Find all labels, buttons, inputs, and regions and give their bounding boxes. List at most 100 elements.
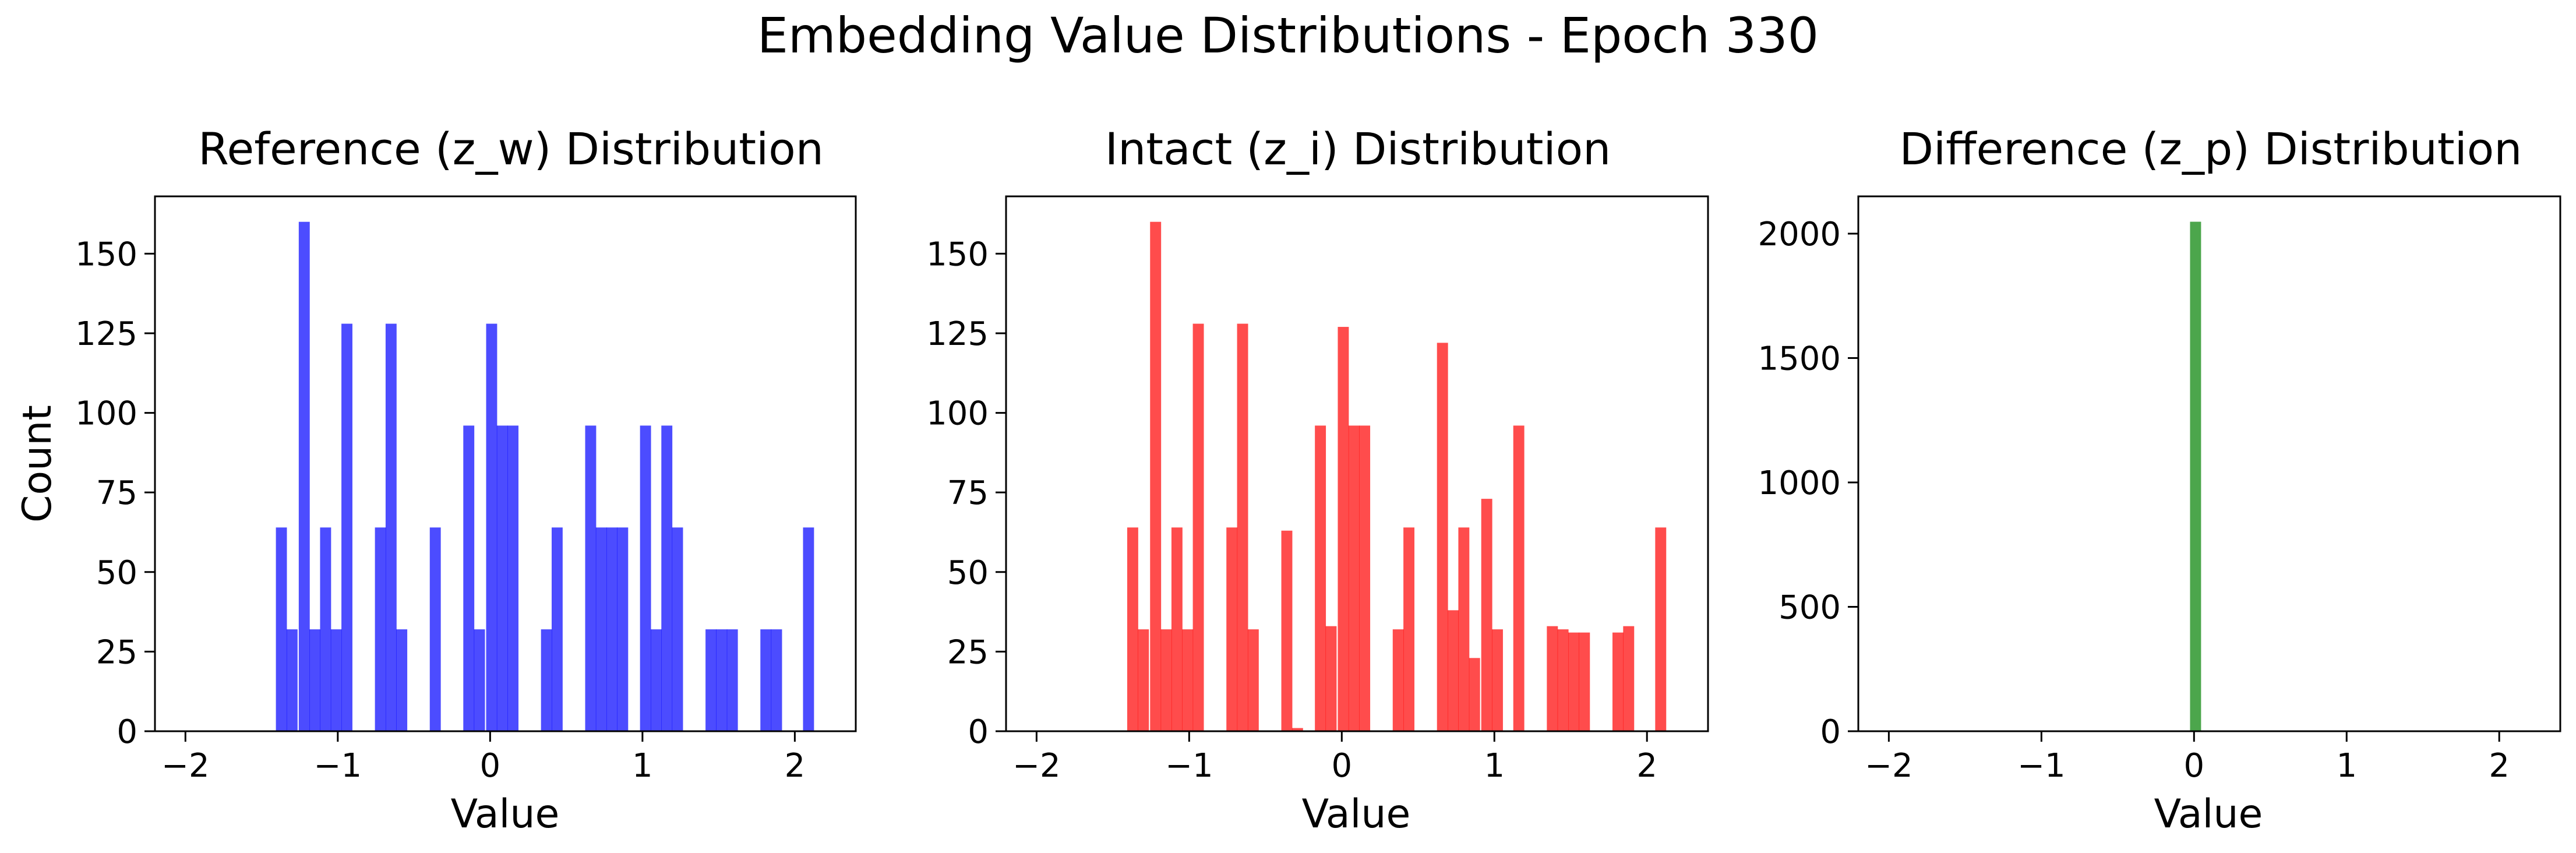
x-tick-label: −2 xyxy=(161,747,210,785)
x-tick-label: −1 xyxy=(1165,747,1213,785)
x-axis-label: Value xyxy=(2154,791,2263,837)
histogram-bar xyxy=(1359,425,1371,731)
histogram-bar xyxy=(716,629,728,731)
x-axis-label: Value xyxy=(451,791,560,837)
y-tick-label: 150 xyxy=(926,235,989,273)
histogram-bar xyxy=(617,527,629,731)
histogram-bar xyxy=(650,629,662,731)
x-axis-ticks: −2 −1 0 1 2 xyxy=(1865,731,2510,785)
histogram-bar xyxy=(2190,221,2201,731)
histogram-bar xyxy=(1192,323,1204,731)
x-tick-label: 0 xyxy=(2183,747,2204,785)
histogram-bar xyxy=(1568,632,1579,731)
y-tick-label: 0 xyxy=(1820,713,1841,751)
histogram-bar xyxy=(1612,632,1624,731)
histogram-bar xyxy=(1469,658,1480,731)
x-axis-ticks: −2 −1 0 1 2 xyxy=(161,731,805,785)
histogram-bar xyxy=(661,425,673,731)
histogram-bar xyxy=(309,629,321,731)
histogram-bar xyxy=(640,425,651,731)
histogram-bar xyxy=(726,629,738,731)
plot-frame xyxy=(1857,195,2561,732)
histogram-bar xyxy=(1458,527,1470,731)
histogram-bar xyxy=(771,629,782,731)
histogram-bar xyxy=(1281,530,1293,731)
histogram-bar xyxy=(1492,629,1503,731)
y-tick-label: 125 xyxy=(926,315,989,353)
histogram-bar xyxy=(1579,632,1590,731)
x-tick-label: −1 xyxy=(314,747,362,785)
x-tick-label: 1 xyxy=(632,747,653,785)
x-tick-label: 1 xyxy=(2336,747,2357,785)
histogram-bar xyxy=(1513,425,1525,731)
y-tick-label: 50 xyxy=(947,554,989,592)
histogram-bar xyxy=(276,527,287,731)
histogram-bar xyxy=(1348,425,1360,731)
histogram-bar xyxy=(429,527,441,731)
histogram-bar xyxy=(396,629,408,731)
y-tick-label: 0 xyxy=(117,713,137,751)
intact-histogram-panel: Intact (z_i) Distribution −2 −1 0 1 2 0 25 50 7… xyxy=(926,123,1709,837)
histogram-bar xyxy=(486,323,497,731)
histogram-bar xyxy=(507,425,519,731)
reference-histogram-panel: Reference (z_w) Distribution −2 −1 0 1 2 0 25… xyxy=(15,123,857,837)
histogram-bar xyxy=(320,527,331,731)
histogram-bar xyxy=(298,221,310,732)
y-axis-ticks: 0 500 1000 1500 2000 xyxy=(1758,216,1858,751)
histogram-bar xyxy=(1247,629,1259,731)
y-axis-ticks: 0 25 50 75 100 125 150 xyxy=(75,235,155,751)
histogram-bar xyxy=(1182,629,1194,731)
y-axis-label: Count xyxy=(15,405,61,523)
y-tick-label: 75 xyxy=(947,474,989,512)
histogram-bar xyxy=(1315,425,1326,731)
histogram-bar xyxy=(474,629,485,731)
histogram-bar xyxy=(803,527,814,731)
histogram-bar xyxy=(1138,629,1149,731)
x-tick-label: 2 xyxy=(1636,747,1657,785)
histogram-bar xyxy=(606,527,617,731)
histogram-bar xyxy=(1237,323,1248,731)
y-axis-ticks: 0 25 50 75 100 125 150 xyxy=(926,235,1006,751)
y-tick-label: 100 xyxy=(926,395,989,433)
y-tick-label: 1000 xyxy=(1758,464,1841,502)
x-tick-label: −1 xyxy=(2017,747,2066,785)
histogram-bar xyxy=(760,629,772,731)
histogram-bar xyxy=(1171,527,1183,731)
histogram-bar xyxy=(341,323,352,731)
histogram-bar xyxy=(1437,343,1448,731)
histogram-bar xyxy=(1448,610,1459,731)
histogram-bar xyxy=(385,323,397,731)
x-tick-label: −2 xyxy=(1012,747,1061,785)
panel-title: Reference (z_w) Distribution xyxy=(198,123,824,175)
histogram-bar xyxy=(1481,499,1492,731)
y-tick-label: 500 xyxy=(1779,589,1841,627)
x-tick-label: 2 xyxy=(2489,747,2510,785)
histogram-bar xyxy=(496,425,508,731)
histogram-bar xyxy=(1623,626,1635,731)
y-tick-label: 50 xyxy=(96,554,137,592)
panel-title: Difference (z_p) Distribution xyxy=(1900,123,2522,175)
x-tick-label: 1 xyxy=(1484,747,1505,785)
histogram-bars xyxy=(2190,221,2201,731)
histogram-bar xyxy=(1338,327,1349,731)
y-tick-label: 25 xyxy=(96,633,137,671)
y-tick-label: 2000 xyxy=(1758,216,1841,253)
y-tick-label: 100 xyxy=(75,395,137,433)
panel-title: Intact (z_i) Distribution xyxy=(1105,123,1611,175)
histogram-bar xyxy=(551,527,563,731)
histogram-bar xyxy=(1392,629,1404,731)
histogram-bar xyxy=(1150,221,1162,732)
plot-frame xyxy=(154,195,857,732)
histogram-bar xyxy=(1226,527,1238,731)
histogram-bars xyxy=(276,221,814,732)
histogram-bar xyxy=(1160,629,1172,731)
histogram-bar xyxy=(672,527,683,731)
histogram-bar xyxy=(541,629,552,731)
histogram-bar xyxy=(595,527,607,731)
x-tick-label: 0 xyxy=(480,747,501,785)
figure-title: Embedding Value Distributions - Epoch 33… xyxy=(757,7,1819,64)
y-tick-label: 125 xyxy=(75,315,137,353)
x-axis-ticks: −2 −1 0 1 2 xyxy=(1012,731,1657,785)
histogram-bar xyxy=(1557,629,1569,731)
